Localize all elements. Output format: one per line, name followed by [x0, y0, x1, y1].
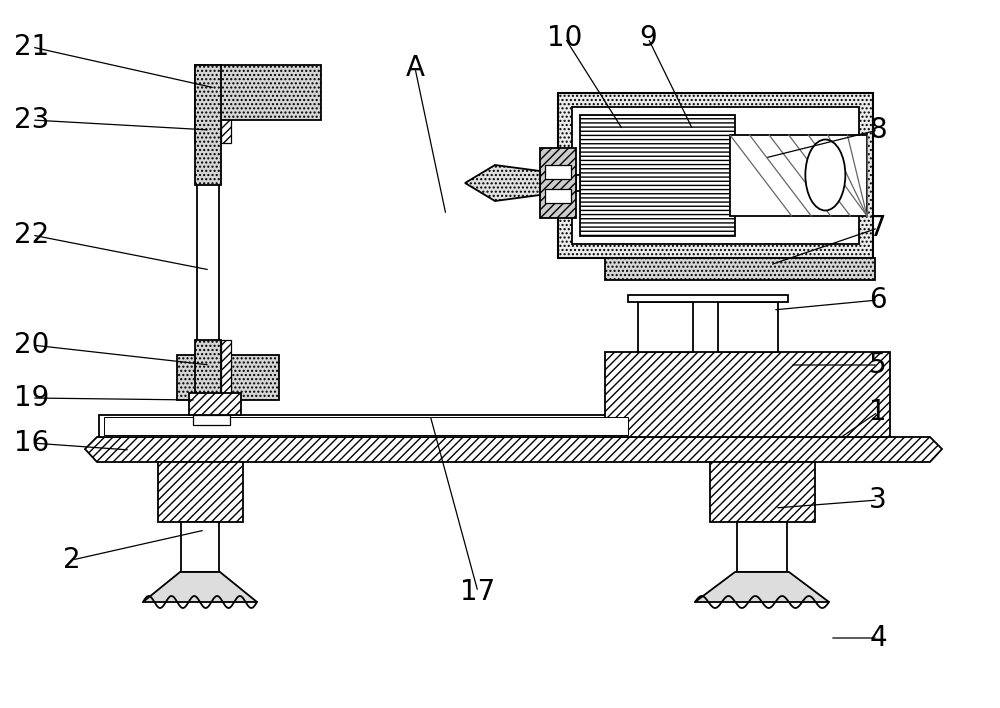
Bar [195, 65, 321, 120]
Bar [576, 175, 580, 191]
Bar [718, 302, 778, 352]
Text: 1: 1 [869, 398, 887, 426]
Bar [710, 462, 815, 522]
Bar [545, 165, 571, 179]
Text: 22: 22 [14, 221, 50, 249]
Bar [197, 78, 219, 415]
Bar [580, 115, 735, 236]
Bar [181, 522, 219, 572]
Bar [99, 415, 633, 437]
Ellipse shape [805, 139, 845, 210]
Bar [545, 189, 571, 203]
Bar [104, 417, 628, 435]
Text: 2: 2 [63, 546, 81, 574]
Text: 16: 16 [14, 429, 50, 457]
Text: 5: 5 [869, 351, 887, 379]
Bar [605, 352, 890, 437]
Bar [189, 393, 241, 415]
Text: 6: 6 [869, 286, 887, 314]
Text: 19: 19 [14, 384, 50, 412]
Polygon shape [465, 165, 540, 201]
Text: 23: 23 [14, 106, 50, 134]
Text: 7: 7 [869, 214, 887, 242]
Bar [177, 355, 279, 400]
Text: 10: 10 [547, 24, 583, 52]
Text: A: A [406, 54, 424, 82]
Text: 21: 21 [14, 33, 50, 61]
Bar [158, 462, 243, 522]
Text: 17: 17 [460, 578, 496, 606]
Bar [221, 340, 231, 395]
Text: 9: 9 [639, 24, 657, 52]
Text: 20: 20 [14, 331, 50, 359]
Text: 4: 4 [869, 624, 887, 652]
Text: 8: 8 [869, 116, 887, 144]
Polygon shape [695, 572, 829, 602]
Bar [193, 415, 230, 425]
Bar [730, 135, 867, 216]
Bar [558, 93, 873, 258]
Polygon shape [143, 572, 257, 602]
Polygon shape [85, 437, 942, 462]
Text: 3: 3 [869, 486, 887, 514]
Bar [195, 65, 221, 185]
Bar [221, 78, 231, 143]
Bar [737, 522, 787, 572]
Bar [572, 107, 859, 244]
Bar [628, 295, 788, 302]
Bar [195, 340, 221, 395]
Bar [195, 78, 221, 143]
Bar [638, 302, 693, 352]
Bar [605, 258, 875, 280]
Bar [540, 148, 576, 218]
